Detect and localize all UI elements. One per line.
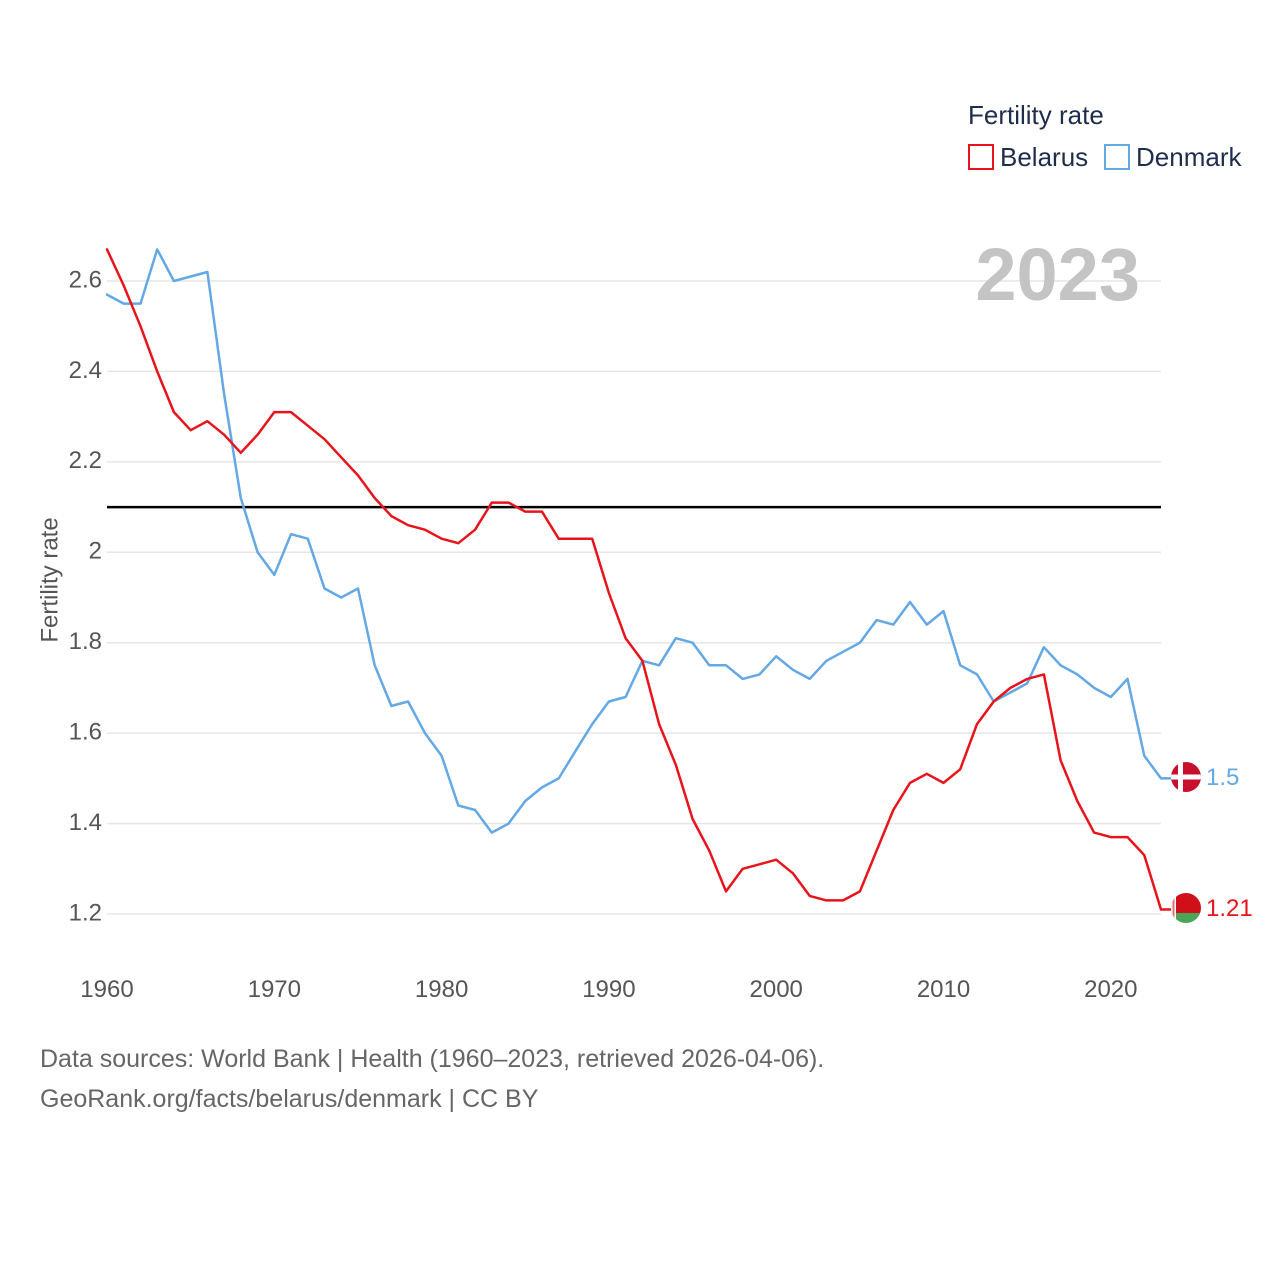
- belarus-flag-icon: [1171, 893, 1201, 923]
- x-tick-label: 2010: [917, 976, 970, 1003]
- x-axis-ticks: 1960 1970 1980 1990 2000 2010 2020: [80, 976, 1137, 1003]
- y-gridlines: [107, 280, 1161, 915]
- x-tick-label: 1980: [415, 976, 468, 1003]
- y-tick-label: 1.8: [69, 628, 102, 655]
- x-tick-label: 1970: [248, 976, 301, 1003]
- legend-item-belarus[interactable]: Belarus: [968, 142, 1088, 172]
- x-tick-label: 2020: [1084, 976, 1137, 1003]
- legend-item-denmark[interactable]: Denmark: [1104, 142, 1242, 172]
- legend-title: Fertility rate: [968, 100, 1104, 130]
- y-tick-label: 2.4: [69, 357, 102, 384]
- y-tick-label: 2.6: [69, 266, 102, 293]
- y-tick-label: 2.2: [69, 447, 102, 474]
- legend-label-belarus: Belarus: [1000, 142, 1088, 172]
- data-source-note: Data sources: World Bank | Health (1960–…: [40, 1045, 825, 1073]
- series-line-belarus[interactable]: [105, 248, 1163, 911]
- legend: Fertility rate Belarus Denmark: [968, 100, 1242, 172]
- belarus-end-value: 1.21: [1206, 895, 1253, 922]
- series-layer: [105, 248, 1171, 911]
- legend-swatch-denmark: [1104, 144, 1130, 170]
- attribution-link[interactable]: GeoRank.org/facts/belarus/denmark | CC B…: [40, 1085, 539, 1113]
- denmark-end-value: 1.5: [1206, 764, 1239, 791]
- denmark-flag-icon: [1171, 762, 1201, 792]
- x-tick-label: 2000: [750, 976, 803, 1003]
- y-tick-label: 1.4: [69, 809, 102, 836]
- y-tick-label: 1.6: [69, 718, 102, 745]
- x-tick-label: 1990: [582, 976, 635, 1003]
- y-axis-label: Fertility rate: [36, 517, 63, 642]
- legend-swatch-belarus: [968, 144, 994, 170]
- x-tick-label: 1960: [80, 976, 133, 1003]
- y-tick-label: 1.2: [69, 899, 102, 926]
- y-axis-ticks: 1.2 1.4 1.6 1.8 2 2.2 2.4 2.6: [69, 266, 102, 926]
- current-year-label: 2023: [975, 233, 1140, 316]
- y-tick-label: 2: [89, 538, 102, 565]
- series-line-denmark[interactable]: [105, 248, 1163, 834]
- legend-label-denmark: Denmark: [1136, 142, 1242, 172]
